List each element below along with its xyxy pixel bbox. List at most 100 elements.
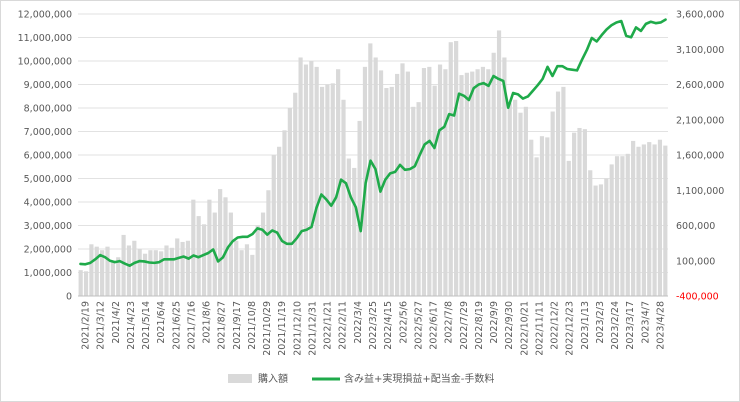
bar <box>309 61 314 296</box>
bar <box>303 64 309 296</box>
x-tick-label: 2021/5/14 <box>141 301 152 350</box>
bar <box>266 190 271 296</box>
bar <box>325 84 330 296</box>
bar <box>142 253 148 296</box>
bar <box>384 88 389 297</box>
x-tick-label: 2021/8/27 <box>217 301 228 350</box>
bar <box>496 30 502 296</box>
x-tick-label: 2022/9/9 <box>489 301 500 344</box>
bar <box>652 144 657 296</box>
y-right-tick-label: 2,100,000 <box>676 115 724 126</box>
bar <box>454 41 459 296</box>
x-tick-label: 2023/4/28 <box>655 301 666 350</box>
bar <box>373 57 378 296</box>
bar <box>641 144 646 296</box>
bar <box>352 167 357 296</box>
x-tick-label: 2021/6/4 <box>156 301 167 344</box>
x-tick-label: 2023/2/3 <box>595 301 606 344</box>
bar <box>545 137 550 297</box>
bar <box>159 251 164 296</box>
y-left-tick-label: 3,000,000 <box>24 221 72 232</box>
bar <box>395 73 400 297</box>
bar <box>132 240 137 296</box>
bar <box>636 146 641 296</box>
legend-label-bar: 購入額 <box>258 372 288 385</box>
y-left-tick-label: 7,000,000 <box>24 127 72 138</box>
y-axis-left: 0 1,000,000 2,000,000 3,000,000 4,000,000 5,0… <box>18 10 72 303</box>
y-left-tick-label: 11,000,000 <box>18 33 72 44</box>
x-tick-label: 2021/4/23 <box>126 301 137 350</box>
x-tick-label: 2023/1/13 <box>580 301 591 350</box>
bar <box>416 102 421 297</box>
bar <box>614 156 620 296</box>
x-tick-label: 2021/12/10 <box>292 301 303 356</box>
bar <box>378 70 384 297</box>
bar <box>582 129 587 296</box>
bar <box>437 64 443 296</box>
bar <box>207 199 212 296</box>
bar <box>201 224 207 296</box>
y-right-tick-label: 1,100,000 <box>676 186 724 197</box>
bar <box>137 249 142 296</box>
y-right-tick-label: 3,600,000 <box>676 10 724 21</box>
bar <box>411 106 416 296</box>
bar <box>239 250 244 296</box>
bar <box>507 103 512 296</box>
x-tick-label: 2022/10/21 <box>519 301 530 356</box>
bar <box>427 66 432 297</box>
bar <box>180 241 185 296</box>
x-tick-label: 2021/7/16 <box>186 301 197 350</box>
bar <box>282 130 287 296</box>
y-left-tick-label: 5,000,000 <box>24 174 72 185</box>
bar <box>604 178 609 296</box>
x-tick-label: 2022/4/15 <box>383 301 394 350</box>
x-axis: 2021/2/19 2021/3/12 2021/4/2 2021/4/23 2021/… <box>78 295 668 356</box>
bar <box>389 86 394 296</box>
bar <box>539 136 545 296</box>
bar <box>470 71 475 296</box>
bar <box>566 160 571 297</box>
bar <box>164 245 169 296</box>
legend-swatch-bar <box>228 374 252 383</box>
legend-label-line: 含み益+実現損益+配当金-手数料 <box>344 372 494 385</box>
bar <box>244 244 250 296</box>
bar <box>598 184 604 297</box>
x-tick-label: 2022/9/30 <box>504 301 515 350</box>
bar <box>100 250 105 296</box>
bar <box>405 71 410 296</box>
y-left-tick-label: 10,000,000 <box>18 57 72 68</box>
bar <box>555 91 561 296</box>
x-tick-label: 2021/10/8 <box>247 301 258 350</box>
bar <box>89 244 94 296</box>
bar <box>647 142 652 296</box>
x-tick-label: 2021/11/19 <box>277 301 288 356</box>
bar <box>293 92 298 296</box>
bar <box>336 69 341 296</box>
bar <box>572 132 577 296</box>
bar <box>121 234 126 296</box>
bar <box>234 240 239 296</box>
y-left-tick-label: 12,000,000 <box>18 10 72 21</box>
bar <box>400 63 405 296</box>
bar <box>116 257 121 296</box>
bar <box>271 155 276 296</box>
bar <box>561 86 566 296</box>
x-tick-label: 2022/7/8 <box>444 301 455 344</box>
bar <box>475 69 480 296</box>
y-left-tick-label: 0 <box>66 292 72 303</box>
bar <box>83 271 89 296</box>
x-tick-label: 2022/3/4 <box>353 301 364 344</box>
bar <box>577 127 582 296</box>
bar <box>550 111 555 296</box>
bar <box>443 69 448 296</box>
bar <box>105 246 110 296</box>
bar <box>255 225 260 296</box>
y-right-tick-label: -400,000 <box>676 292 719 303</box>
bar <box>330 83 335 296</box>
bar <box>502 57 507 296</box>
y-left-tick-label: 8,000,000 <box>24 104 72 115</box>
y-right-tick-label: 100,000 <box>676 256 715 267</box>
x-tick-label: 2021/8/6 <box>202 301 213 344</box>
bar <box>523 106 528 296</box>
bar <box>448 42 453 297</box>
